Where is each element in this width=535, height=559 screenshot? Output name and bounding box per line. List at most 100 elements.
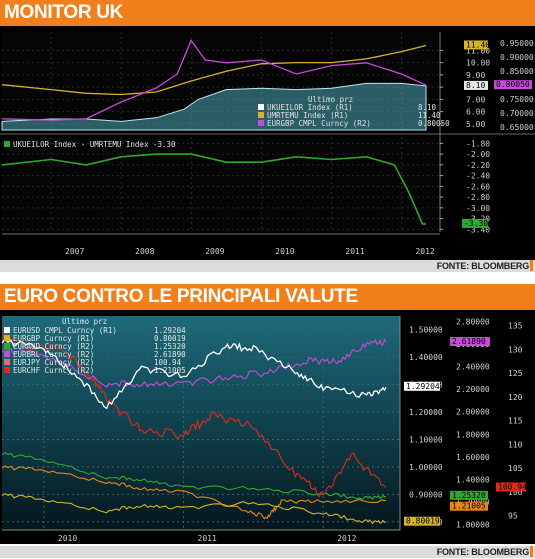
series-line-eurchf — [1, 465, 387, 520]
legend-value-top: 0.80050 — [418, 119, 450, 128]
y-spread-tick-label: -2.00 — [466, 150, 490, 159]
series-line-eurgbp — [1, 39, 427, 121]
y-spread-tick-label: -2.40 — [466, 172, 490, 181]
y-right-tick-label: 105 — [508, 464, 523, 473]
legend-label-top: UMRTEMU Index (R1) — [267, 111, 348, 120]
legend-value: 1.21005 — [154, 366, 186, 375]
y-spread-tick-label: -2.80 — [466, 193, 490, 202]
legend-label: EURJPY Curncy (R2) — [13, 358, 94, 367]
y-mid-tick-label: 2.20000 — [456, 385, 490, 394]
legend-value: 100.94 — [154, 358, 182, 367]
y-left-tick-label: 6.00 — [466, 108, 485, 117]
legend-value: 2.61890 — [154, 350, 186, 359]
bottom-plot-area — [2, 138, 440, 232]
value-label-euraud: 1.25320 — [452, 491, 486, 500]
x-tick-label: 2012 — [337, 534, 356, 543]
y-mid-tick-label: 2.00000 — [456, 408, 490, 417]
monitor-uk-chart-svg: 11.0010.009.008.007.006.005.000.950000.9… — [0, 32, 535, 256]
panel1-source: FONTE: BLOOMBERG — [436, 261, 529, 271]
y-mid-tick-label: 1.00000 — [456, 520, 490, 529]
legend-swatch — [4, 367, 10, 373]
y-mid-tick-label: 1.60000 — [456, 453, 490, 462]
y-left-tick-label: 9.00 — [466, 71, 485, 80]
y-right-tick-label: 110 — [508, 440, 523, 449]
value-label-eurjpy: 100.94 — [498, 482, 527, 491]
legend-value-top: 11.40 — [418, 111, 441, 120]
legend-value-top: 8.10 — [418, 103, 437, 112]
x-tick-label: 2007 — [65, 247, 84, 256]
panel2-source: FONTE: BLOOMBERG — [436, 547, 529, 557]
y-spread-tick-label: -2.60 — [466, 182, 490, 191]
x-tick-label: 2011 — [198, 534, 217, 543]
x-tick-label: 2010 — [275, 247, 294, 256]
legend-label: EURBRL Curncy (R2) — [13, 350, 94, 359]
y-right-tick-label: 0.85000 — [500, 67, 534, 76]
y-left-tick-label: 1.00000 — [409, 463, 443, 472]
legend-swatch-top — [258, 112, 264, 118]
panel1-source-accent — [530, 260, 533, 271]
panel1-title: MONITOR UK — [4, 2, 124, 23]
value-label-eurbrl: 2.61890 — [452, 337, 486, 346]
series-line-umrtemu — [1, 44, 427, 96]
series-line-eurgbp — [1, 492, 387, 525]
value-label-eurgbp-bg — [404, 516, 440, 526]
value-label-spread-bg — [462, 218, 488, 228]
legend-swatch-top — [258, 120, 264, 126]
value-label-euraud-bg — [450, 490, 488, 500]
y-left-tick-label: 1.20000 — [409, 408, 443, 417]
y-right-tick-label: 0.90000 — [500, 53, 534, 62]
y-mid-tick-label: 2.40000 — [456, 363, 490, 372]
panel1-source-strip: FONTE: BLOOMBERG — [0, 260, 535, 272]
y-right-tick-label: 0.65000 — [500, 123, 534, 132]
legend-value: 1.25320 — [154, 342, 186, 351]
y-right-tick-label: 95 — [508, 512, 518, 521]
value-label-eurjpy-bg — [496, 482, 526, 492]
value-label-eurbrl-bg — [450, 337, 490, 347]
value-label-ukueilor: 8.10 — [466, 81, 485, 90]
y-spread-tick-label: -3.40 — [466, 225, 490, 234]
euro-fx-chart: 1.500001.400001.300001.200001.100001.000… — [0, 310, 535, 544]
series-line-eurjpy — [1, 332, 387, 498]
legend-title-bottom: UKUEILOR Index - UMRTEMU Index -3.30 — [13, 140, 176, 149]
y-right-tick-label: 0.95000 — [500, 39, 534, 48]
panel1-banner: MONITOR UK — [0, 0, 535, 26]
y-spread-tick-label: -2.20 — [466, 161, 490, 170]
panel2-source-strip: FONTE: BLOOMBERG — [0, 546, 535, 558]
y-right-tick-label: 135 — [508, 322, 523, 331]
series-line-euraud — [1, 452, 387, 501]
y-right-tick-label: 0.70000 — [500, 109, 534, 118]
y-left-tick-label: 7.00 — [466, 95, 485, 104]
y-left-tick-label: 10.00 — [466, 59, 490, 68]
series-line-spread — [1, 153, 426, 225]
legend-value: 1.29204 — [154, 326, 186, 335]
value-label-eurchf-bg — [450, 501, 488, 511]
y-mid-tick-label: 1.40000 — [456, 475, 490, 484]
value-label-umrtemu: 11.40 — [466, 40, 490, 49]
panel2-title: EURO CONTRO LE PRINCIPALI VALUTE — [4, 286, 358, 307]
series-line-eurusd — [1, 338, 387, 410]
y-right-tick-label: 125 — [508, 369, 523, 378]
y-right-tick-label: 130 — [508, 345, 523, 354]
y-spread-tick-label: -3.00 — [466, 204, 490, 213]
legend-swatch — [4, 327, 10, 333]
euro-fx-chart-svg: 1.500001.400001.300001.200001.100001.000… — [1, 316, 527, 543]
y-left-tick-label: 1.40000 — [409, 353, 443, 362]
monitor-uk-chart: 11.0010.009.008.007.006.005.000.950000.9… — [0, 26, 535, 260]
legend-label: EURGBP Curncy (R1) — [13, 334, 94, 343]
x-tick-label: 2009 — [205, 247, 224, 256]
value-label-spread: -3.30 — [464, 219, 488, 228]
x-tick-label: 2012 — [415, 247, 434, 256]
value-label-eurgbp: 0.80019 — [406, 517, 440, 526]
legend-value: 0.80019 — [154, 334, 186, 343]
y-left-tick-label: 1.10000 — [409, 435, 443, 444]
y-left-tick-label: 0.90000 — [409, 490, 443, 499]
value-label-eurgbp: 0.80050 — [496, 80, 530, 89]
legend-swatch — [4, 351, 10, 357]
legend-title: Ultimo prz — [62, 317, 107, 326]
value-label-umrtemu-bg — [464, 40, 488, 50]
y-left-tick-label: 5.00 — [466, 120, 485, 129]
legend-label: EURAUD Curncy (R2) — [13, 342, 94, 351]
series-line-eurbrl — [1, 338, 387, 388]
value-label-eurusd-bg — [404, 381, 440, 391]
y-left-tick-label: 11.00 — [466, 46, 490, 55]
